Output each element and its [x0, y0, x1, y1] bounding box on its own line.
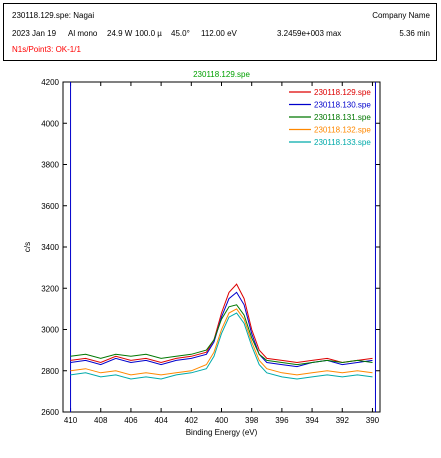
y-axis-label: c/s [23, 242, 32, 252]
acquisition-duration: 5.36 min [399, 29, 430, 38]
spectrum-info-header: 230118.129.spe: Nagai Company Name 2023 … [3, 3, 437, 61]
y-tick-label: 3400 [41, 243, 59, 252]
acquisition-date: 2023 Jan 19 [12, 29, 57, 38]
source-power: 24.9 W [107, 29, 133, 38]
x-tick-label: 394 [305, 416, 319, 425]
y-tick-label: 2800 [41, 367, 59, 376]
x-tick-label: 396 [275, 416, 289, 425]
take-off-angle: 45.0° [171, 29, 190, 38]
company-name: Company Name [372, 11, 430, 20]
y-tick-label: 3000 [41, 326, 59, 335]
series-line-4 [70, 308, 373, 376]
x-tick-label: 408 [94, 416, 108, 425]
x-tick-label: 390 [366, 416, 380, 425]
x-tick-label: 406 [124, 416, 138, 425]
x-tick-label: 404 [154, 416, 168, 425]
y-tick-label: 4000 [41, 119, 59, 128]
pass-energy: 112.00 eV [201, 29, 237, 38]
series-line-1 [70, 283, 373, 364]
y-tick-label: 2600 [41, 408, 59, 417]
y-tick-label: 3800 [41, 161, 59, 170]
series-line-5 [70, 312, 373, 380]
file-label: 230118.129.spe: Nagai [12, 11, 95, 20]
y-tick-label: 3200 [41, 284, 59, 293]
x-tick-label: 402 [185, 416, 199, 425]
x-tick-label: 398 [245, 416, 259, 425]
y-tick-label: 3600 [41, 202, 59, 211]
legend-label-1: 230118.129.spe [314, 88, 371, 97]
xray-source: Al mono [68, 29, 98, 38]
x-tick-label: 400 [215, 416, 229, 425]
y-tick-label: 4200 [41, 78, 59, 87]
chart-title: 230118.129.spe [193, 70, 250, 79]
max-counts: 3.2459e+003 max [277, 29, 342, 38]
legend-label-4: 230118.132.spe [314, 126, 371, 135]
x-axis-label: Binding Energy (eV) [186, 428, 258, 437]
spot-size: 100.0 µ [135, 29, 162, 38]
legend-label-3: 230118.131.spe [314, 113, 371, 122]
legend-label-5: 230118.133.spe [314, 138, 371, 147]
region-label: N1s/Point3: OK-1/1 [12, 45, 81, 54]
x-tick-label: 392 [336, 416, 350, 425]
series-line-3 [70, 304, 373, 366]
legend-label-2: 230118.130.spe [314, 101, 371, 110]
x-tick-label: 410 [64, 416, 78, 425]
